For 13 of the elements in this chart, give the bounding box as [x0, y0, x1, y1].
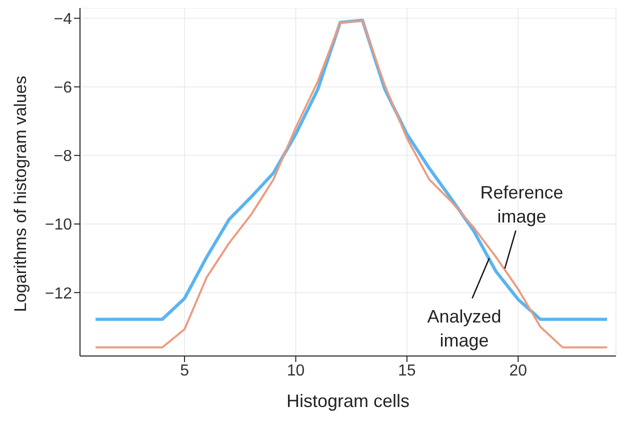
x-tick-label: 10 [286, 362, 305, 380]
x-tick-label: 15 [398, 362, 416, 380]
x-axis-title: Histogram cells [286, 391, 410, 411]
y-axis-title: Logarithms of histogram values [11, 76, 30, 312]
x-tick-label: 5 [180, 362, 190, 380]
x-tick-label: 20 [509, 362, 528, 380]
y-tick-label: −12 [44, 285, 72, 302]
y-tick-label: −8 [54, 148, 72, 166]
y-tick-label: −6 [54, 80, 72, 97]
annotation: Analyzed image [427, 306, 502, 350]
y-tick-label: −4 [54, 10, 72, 28]
y-tick-label: −10 [44, 216, 72, 234]
annotation: Reference image [480, 182, 564, 227]
